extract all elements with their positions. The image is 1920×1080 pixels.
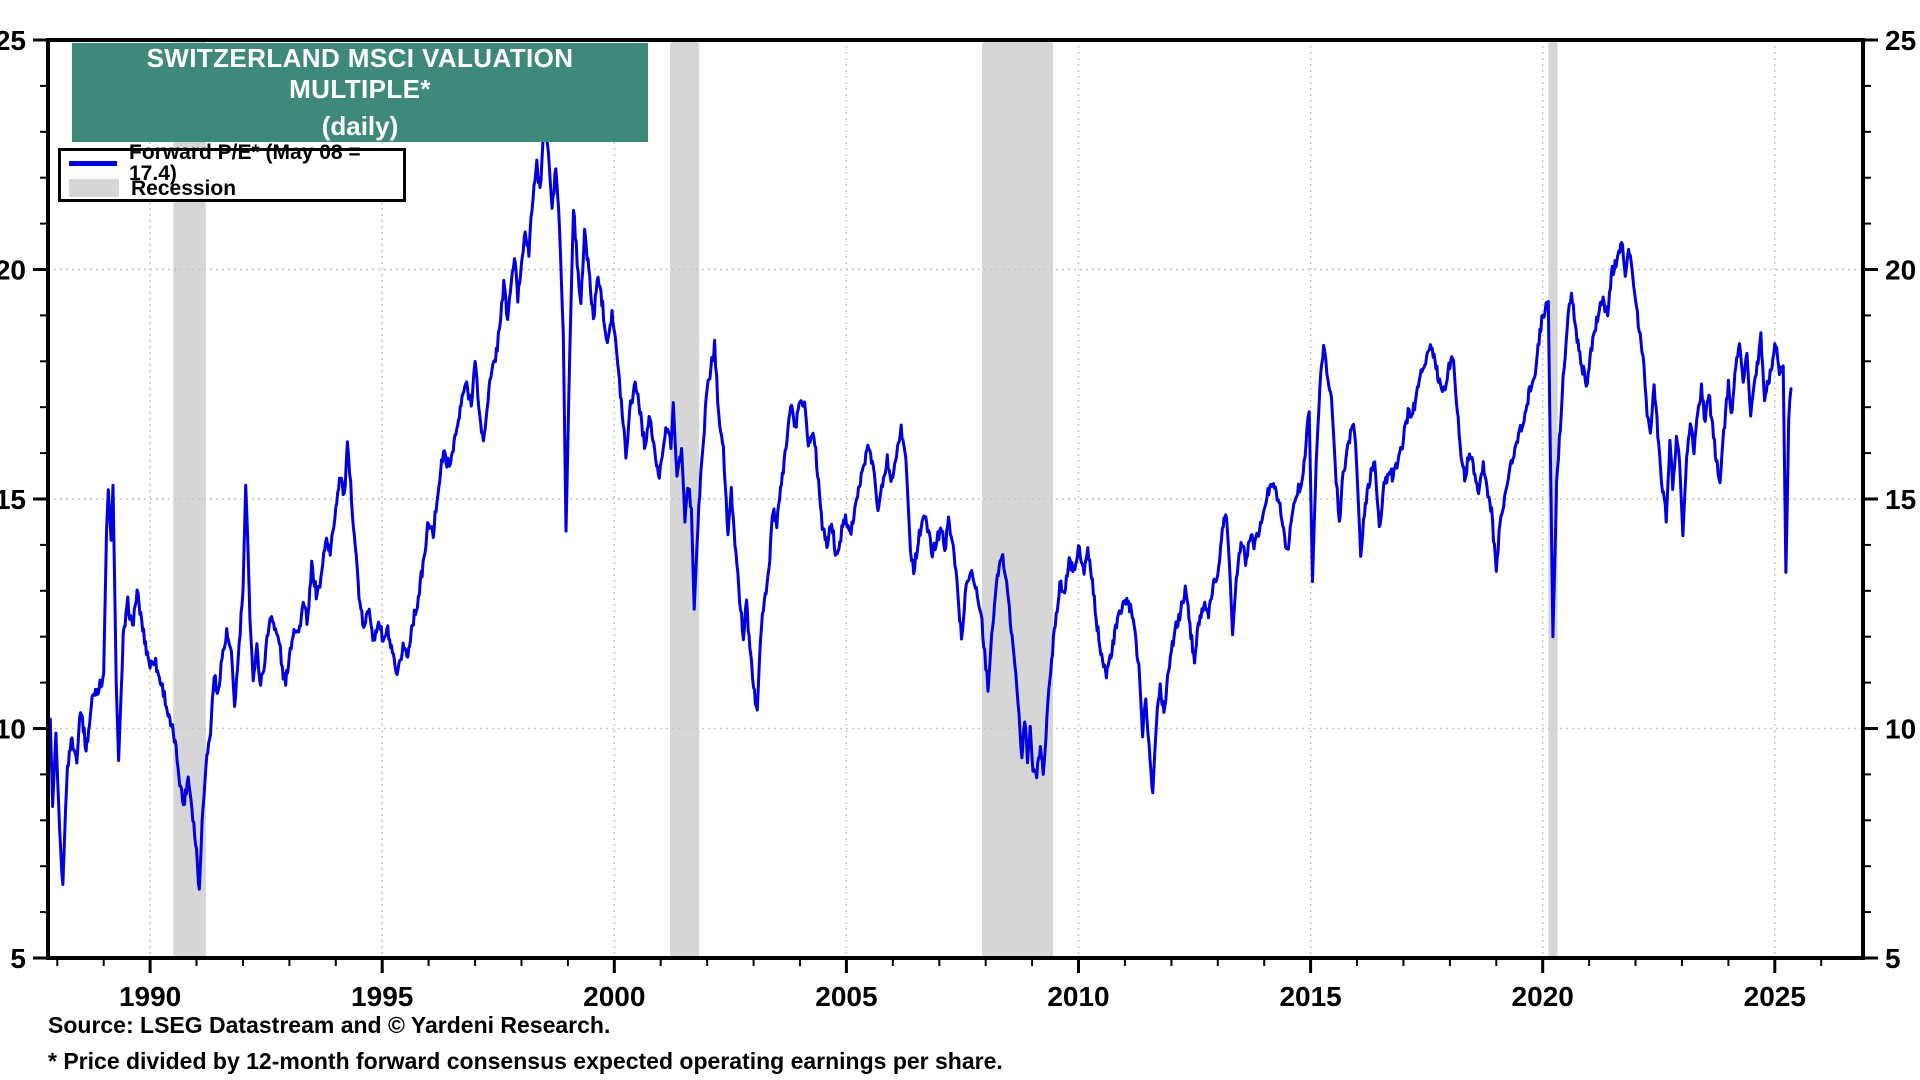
legend-box: Forward P/E* (May 08 = 17.4) Recession [58,142,406,202]
x-axis-label: 2005 [815,981,877,1012]
x-axis-label: 1990 [119,981,181,1012]
y-axis-label-left: 10 [0,714,26,745]
y-axis-label-right: 10 [1885,714,1916,745]
y-axis-label-left: 5 [10,943,26,974]
recession-swatch-icon [69,179,119,197]
x-axis-label: 2010 [1047,981,1109,1012]
footnotes: Source: LSEG Datastream and © Yardeni Re… [48,1012,1548,1080]
y-axis-label-right: 15 [1885,484,1916,515]
x-axis-label: 2025 [1744,981,1806,1012]
line-swatch-icon [69,160,117,166]
legend-recession-row: Recession [69,177,403,199]
legend-series-label: Forward P/E* (May 08 = 17.4) [129,141,361,185]
y-axis-label-right: 5 [1885,943,1901,974]
legend-recession-label: Recession [131,176,237,200]
title-box: SWITZERLAND MSCI VALUATION MULTIPLE* (da… [72,43,648,142]
x-axis-label: 2015 [1279,981,1341,1012]
footnote-definition: * Price divided by 12-month forward cons… [48,1048,1003,1074]
recession-band [982,40,1053,958]
forward-pe-line [48,115,1793,891]
x-axis-label: 2000 [583,981,645,1012]
y-axis-label-left: 20 [0,255,26,286]
y-axis-label-right: 20 [1885,255,1916,286]
page-title: SWITZERLAND MSCI VALUATION MULTIPLE* [146,43,574,104]
y-axis-label-left: 25 [0,25,26,56]
y-axis-label-left: 15 [0,484,26,515]
x-axis-label: 1995 [351,981,413,1012]
x-axis-label: 2020 [1512,981,1574,1012]
footnote-source: Source: LSEG Datastream and © Yardeni Re… [48,1012,611,1038]
y-axis-label-right: 25 [1885,25,1916,56]
recession-band [1548,40,1558,958]
legend-series-row: Forward P/E* (May 08 = 17.4) [69,142,403,184]
chart-subtitle: (daily) [321,111,399,141]
